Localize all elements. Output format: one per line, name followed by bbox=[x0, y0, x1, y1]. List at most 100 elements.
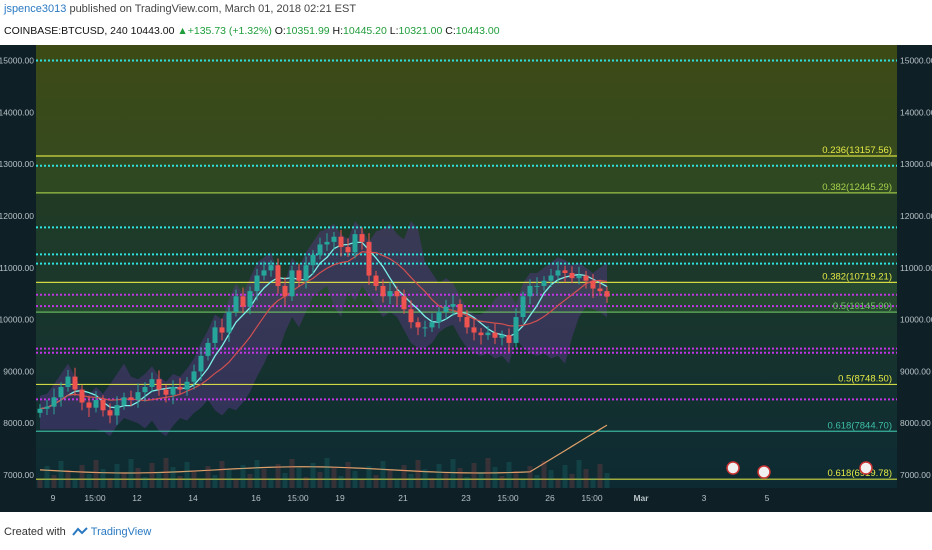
volume-bar bbox=[310, 463, 316, 488]
volume-bars bbox=[37, 458, 610, 488]
candle-body bbox=[44, 406, 50, 409]
publish-line: jspence3013 published on TradingView.com… bbox=[4, 3, 356, 15]
candle-body bbox=[198, 355, 204, 372]
candle-body bbox=[478, 332, 484, 336]
candle-body bbox=[345, 247, 351, 253]
candle-body bbox=[569, 272, 575, 279]
volume-bar bbox=[247, 474, 253, 488]
candle-body bbox=[415, 322, 421, 328]
candle-body bbox=[170, 386, 176, 395]
change-up-icon: ▲ bbox=[177, 25, 188, 37]
candle-body bbox=[93, 399, 99, 408]
close-value: 10443.00 bbox=[455, 25, 500, 37]
y-tick-label-right: 8000.00 bbox=[900, 418, 931, 428]
volume-bar bbox=[44, 466, 50, 488]
candle-body bbox=[576, 275, 582, 279]
volume-bar bbox=[520, 480, 526, 488]
volume-bar bbox=[212, 475, 218, 488]
candle-body bbox=[520, 296, 526, 318]
volume-bar bbox=[128, 459, 134, 488]
volume-bar bbox=[548, 470, 554, 488]
candle-body bbox=[471, 327, 477, 333]
fib-level-label: 0.5(8748.50) bbox=[838, 373, 892, 384]
y-tick-label-left: 8000.00 bbox=[3, 418, 34, 428]
volume-bar bbox=[380, 461, 386, 488]
volume-bar bbox=[219, 461, 225, 488]
volume-bar bbox=[324, 458, 330, 488]
candle-body bbox=[72, 376, 78, 390]
candle-body bbox=[184, 381, 190, 390]
author-link[interactable]: jspence3013 bbox=[4, 3, 67, 15]
candle-body bbox=[107, 410, 113, 416]
footer-text: Created with TradingView bbox=[4, 526, 151, 538]
volume-bar bbox=[555, 479, 561, 488]
ichimoku-cloud bbox=[40, 221, 607, 437]
x-tick-label: 15:00 bbox=[287, 493, 309, 503]
volume-bar bbox=[541, 461, 547, 488]
y-tick-label-right: 7000.00 bbox=[900, 470, 931, 480]
high-label: H: bbox=[332, 25, 344, 37]
fib-level-label: 0.236(13157.56) bbox=[822, 145, 892, 156]
y-tick-label-left: 12000.00 bbox=[0, 211, 34, 221]
fib-level-label: 0.618(7844.70) bbox=[828, 420, 892, 431]
close-label: C: bbox=[445, 25, 456, 37]
volume-bar bbox=[331, 467, 337, 488]
candle-body bbox=[590, 280, 596, 289]
low-label: L: bbox=[389, 25, 399, 37]
plot-area bbox=[36, 45, 897, 488]
open-value: 10351.99 bbox=[285, 25, 330, 37]
candle-body bbox=[79, 389, 85, 403]
volume-bar bbox=[499, 476, 505, 488]
volume-bar bbox=[296, 468, 302, 488]
price-chart[interactable]: 15000.00 15000.00 14000.00 14000.00 13000.00… bbox=[0, 0, 932, 512]
candle-body bbox=[359, 234, 365, 242]
slow-ma-line bbox=[39, 251, 608, 410]
candle-body bbox=[597, 288, 603, 292]
volume-bar bbox=[135, 468, 141, 488]
candle-body bbox=[282, 285, 288, 297]
volume-bar bbox=[513, 471, 519, 488]
volume-bar bbox=[317, 472, 323, 488]
y-tick-label-left: 11000.00 bbox=[0, 263, 34, 273]
x-tick-label: 15:00 bbox=[497, 493, 519, 503]
candle-body bbox=[443, 306, 449, 312]
fib-level-label: 0.382(12445.29) bbox=[822, 182, 892, 193]
volume-bar bbox=[359, 480, 365, 488]
symbol-line: COINBASE:BTCUSD, 240 10443.00 ▲+135.73 (… bbox=[4, 25, 500, 37]
volume-bar bbox=[261, 469, 267, 488]
fib-band bbox=[36, 156, 897, 193]
event-flag-icon bbox=[726, 461, 740, 475]
candle-body bbox=[401, 296, 407, 310]
volume-bar bbox=[576, 460, 582, 488]
fib-level-label: 0.618(6919.78) bbox=[828, 468, 892, 479]
candle-body bbox=[247, 291, 253, 307]
volume-bar bbox=[114, 464, 120, 488]
x-tick-label: 12 bbox=[132, 493, 142, 503]
volume-bar bbox=[345, 462, 351, 488]
volume-bar bbox=[79, 465, 85, 488]
candle-body bbox=[303, 265, 309, 281]
y-tick-label-right: 11000.00 bbox=[900, 263, 932, 273]
volume-bar bbox=[156, 472, 162, 488]
candle-body bbox=[275, 265, 281, 286]
y-tick-label-left: 7000.00 bbox=[3, 470, 34, 480]
low-value: 10321.00 bbox=[398, 25, 443, 37]
candle-body bbox=[352, 234, 358, 253]
high-value: 10445.20 bbox=[343, 25, 387, 37]
x-tick-label: 14 bbox=[188, 493, 198, 503]
candle-body bbox=[289, 270, 295, 297]
y-tick-label-left: 9000.00 bbox=[3, 366, 34, 376]
fib-band-top bbox=[36, 45, 897, 157]
volume-bar bbox=[562, 465, 568, 488]
volume-bar bbox=[205, 466, 211, 488]
volume-bar bbox=[590, 478, 596, 488]
tradingview-brand[interactable]: TradingView bbox=[90, 526, 152, 538]
y-tick-label-right: 13000.00 bbox=[900, 159, 932, 169]
event-flag-icon bbox=[757, 465, 771, 479]
candle-body bbox=[156, 379, 162, 390]
ma-200-line bbox=[39, 424, 608, 474]
candle-body bbox=[562, 270, 568, 273]
volume-bar bbox=[443, 473, 449, 488]
x-axis: 9 15:00 12 14 16 15:00 19 21 23 15:00 26 15:00 Mar 3 5 bbox=[51, 493, 770, 503]
tradingview-logo-icon bbox=[71, 527, 88, 536]
